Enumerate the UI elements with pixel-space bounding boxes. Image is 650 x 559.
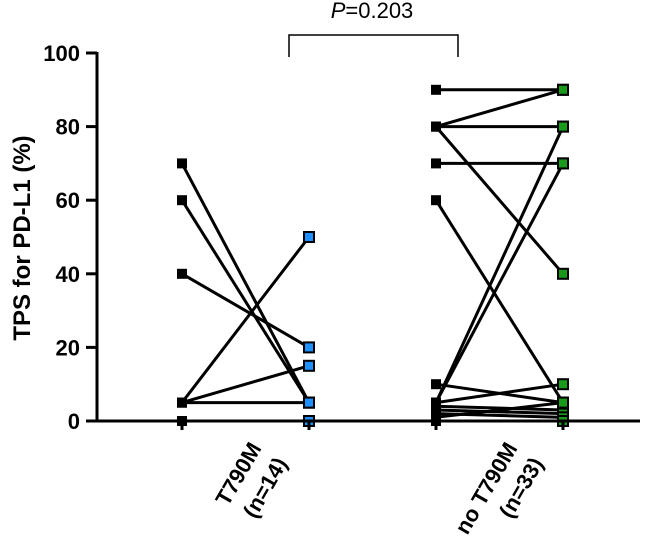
pre-point [177, 397, 187, 408]
pre-point [177, 195, 187, 206]
pair-line [434, 199, 565, 404]
post-point [303, 341, 315, 354]
pair-line [435, 382, 564, 405]
pair-line [435, 88, 564, 129]
post-point [303, 231, 315, 243]
data-points [175, 83, 569, 427]
post-point [557, 396, 569, 409]
pair-line [181, 272, 310, 349]
pre-point [431, 84, 441, 95]
post-point [557, 267, 569, 280]
y-axis-label: TPS for PD-L1 (%) [9, 135, 36, 340]
post-point [303, 396, 315, 409]
pair-line [434, 125, 565, 275]
category-labels: T790M(n=14) no T790M(n=33) [210, 438, 548, 538]
pair-line [434, 162, 565, 404]
pre-point [431, 379, 441, 390]
y-tick-label: 0 [68, 409, 80, 434]
post-point [557, 157, 569, 170]
y-axis: 0 20 40 60 80 100 [43, 41, 99, 434]
category-label-1: T790M(n=14) [210, 438, 292, 522]
post-point [303, 359, 315, 372]
y-tick-label: 80 [56, 115, 80, 140]
pair-line [435, 408, 564, 416]
y-tick-label: 40 [56, 262, 80, 287]
pre-point [431, 195, 441, 206]
p-letter: P [331, 0, 346, 23]
y-tick-label: 20 [56, 335, 80, 360]
y-tick-label: 60 [56, 188, 80, 213]
bracket-path [288, 34, 459, 57]
pre-point [431, 121, 441, 132]
post-point [557, 83, 569, 96]
p-value: =0.203 [345, 0, 413, 23]
pre-point [177, 158, 187, 169]
pair-line [435, 401, 564, 419]
pre-point [431, 158, 441, 169]
pair-line [435, 404, 564, 412]
pair-line [180, 199, 311, 404]
x-axis [97, 419, 640, 430]
pre-point [177, 268, 187, 279]
pair-lines [180, 88, 565, 423]
pair-line [434, 125, 565, 404]
post-point [557, 120, 569, 133]
significance-bracket [288, 34, 459, 57]
pair-line [180, 162, 311, 404]
y-tick-label: 100 [43, 41, 80, 66]
category-label-2: no T790M(n=33) [450, 438, 548, 538]
post-point [557, 378, 569, 391]
pair-line [181, 364, 310, 405]
p-value-annotation: P=0.203 [331, 0, 414, 23]
pair-line [180, 236, 311, 404]
